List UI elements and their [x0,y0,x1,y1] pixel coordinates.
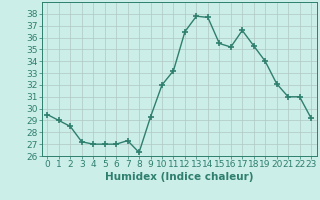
X-axis label: Humidex (Indice chaleur): Humidex (Indice chaleur) [105,172,253,182]
